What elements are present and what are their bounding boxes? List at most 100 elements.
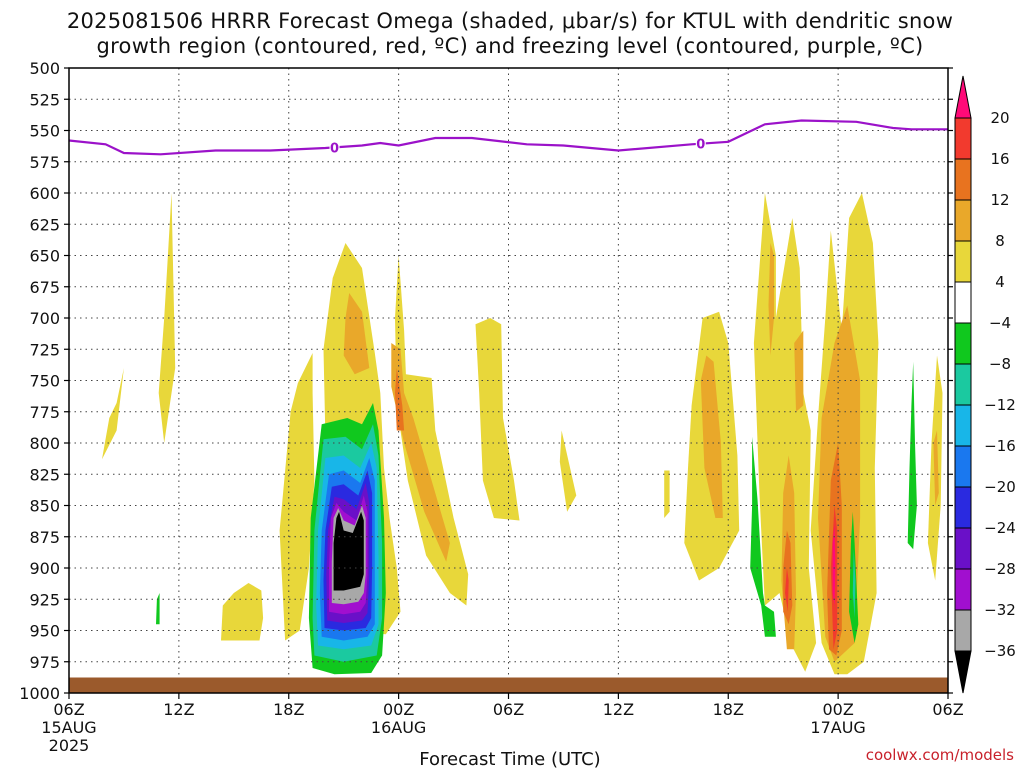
x-tick-label-0: 06Z <box>53 700 84 719</box>
omega-region-1 <box>158 193 176 443</box>
colorbar-swatch-4 <box>954 281 972 324</box>
colorbar-swatch-2 <box>954 199 972 242</box>
y-tick-label-950: 950 <box>29 622 60 641</box>
y-tick-label-825: 825 <box>29 465 60 484</box>
x-tick-label-48: 06Z <box>932 700 963 719</box>
colorbar-label-11: −28 <box>984 560 1016 578</box>
x-tick-label-30: 12Z <box>603 700 634 719</box>
omega-region-5 <box>395 255 469 606</box>
x-tick-label-36: 18Z <box>713 700 744 719</box>
omega-region-40 <box>333 511 364 591</box>
omega-region-18 <box>794 330 804 412</box>
freezing-level-label-0: 0 <box>330 141 339 156</box>
colorbar-swatch-9 <box>954 486 972 529</box>
omega-region-13 <box>343 293 370 375</box>
y-axis: 500 525 550 575 600 625 650 675 700 725 750 775 800 8… <box>19 59 953 703</box>
omega-region-0 <box>102 368 124 460</box>
chart-subtitle: growth region (contoured, red, ºC) and f… <box>96 34 923 58</box>
x-tick-date-18: 16AUG <box>371 718 426 737</box>
x-tick-year-0: 2025 <box>49 736 90 755</box>
x-tick-label-12: 18Z <box>273 700 304 719</box>
omega-region-8 <box>664 470 670 518</box>
colorbar-label-6: −8 <box>989 355 1011 373</box>
y-tick-label-725: 725 <box>29 340 60 359</box>
omega-region-26 <box>832 524 836 606</box>
x-tick-label-42: 00Z <box>822 700 853 719</box>
y-tick-label-925: 925 <box>29 590 60 609</box>
y-tick-label-525: 525 <box>29 90 60 109</box>
y-tick-label-875: 875 <box>29 528 60 547</box>
colorbar-label-12: −32 <box>984 601 1016 619</box>
colorbar-label-0: 20 <box>990 109 1009 127</box>
y-tick-label-550: 550 <box>29 122 60 141</box>
y-tick-label-1000: 1000 <box>19 684 60 703</box>
colorbar-label-2: 12 <box>990 191 1009 209</box>
chart-title: 2025081506 HRRR Forecast Omega (shaded, … <box>67 9 953 33</box>
y-tick-label-900: 900 <box>29 559 60 578</box>
omega-region-2 <box>221 583 264 641</box>
grid-lines <box>69 68 948 693</box>
credit-text: coolwx.com/models <box>866 746 1014 764</box>
omega-region-33 <box>852 549 856 618</box>
y-tick-label-750: 750 <box>29 372 60 391</box>
omega-region-15 <box>700 355 723 518</box>
y-tick-label-775: 775 <box>29 403 60 422</box>
omega-region-24 <box>785 568 789 612</box>
colorbar-label-1: 16 <box>990 150 1009 168</box>
omega-region-7 <box>559 430 577 512</box>
x-tick-label-6: 12Z <box>163 700 194 719</box>
y-tick-label-575: 575 <box>29 153 60 172</box>
colorbar-label-10: −24 <box>984 519 1016 537</box>
colorbar-swatch-12 <box>954 609 972 652</box>
x-tick-date-0: 15AUG <box>41 718 96 737</box>
x-tick-label-18: 00Z <box>383 700 414 719</box>
colorbar-swatch-7 <box>954 404 972 447</box>
colorbar-label-8: −16 <box>984 437 1016 455</box>
freezing-level-line <box>68 119 948 156</box>
omega-shading <box>102 193 943 675</box>
x-axis-label: Forecast Time (UTC) <box>419 749 600 768</box>
y-tick-label-650: 650 <box>29 247 60 266</box>
omega-region-16 <box>768 243 774 356</box>
colorbar-swatch-0 <box>954 117 972 160</box>
colorbar-label-13: −36 <box>984 642 1016 660</box>
ground-surface <box>69 677 948 693</box>
y-tick-label-700: 700 <box>29 309 60 328</box>
freezing-level-label-bg-1 <box>695 135 706 151</box>
y-tick-label-800: 800 <box>29 434 60 453</box>
omega-region-21 <box>395 368 405 431</box>
y-tick-label-675: 675 <box>29 278 60 297</box>
x-tick-label-24: 06Z <box>493 700 524 719</box>
freezing-level-label-1: 0 <box>696 138 705 153</box>
omega-region-3 <box>279 353 315 641</box>
y-tick-label-850: 850 <box>29 497 60 516</box>
omega-region-27 <box>156 593 160 625</box>
colorbar-label-9: −20 <box>984 478 1016 496</box>
y-tick-label-975: 975 <box>29 653 60 672</box>
omega-region-30 <box>907 361 917 550</box>
colorbar-swatch-5 <box>954 322 972 365</box>
y-tick-label-600: 600 <box>29 184 60 203</box>
colorbar-label-7: −12 <box>984 396 1016 414</box>
colorbar-cap-top <box>954 75 972 119</box>
colorbar-swatch-6 <box>954 363 972 406</box>
colorbar-label-3: 8 <box>995 232 1005 250</box>
y-tick-label-625: 625 <box>29 215 60 234</box>
colorbar-swatch-10 <box>954 527 972 570</box>
omega-region-6 <box>475 318 520 521</box>
freezing-level-label-bg-0 <box>329 139 340 155</box>
omega-region-20 <box>933 430 939 506</box>
colorbar: 20 16 12 8 4 −4 −8 −12 −16 −20 −24 −28 −32 −36 <box>954 75 1016 694</box>
omega-region-28 <box>750 436 776 637</box>
colorbar-cap-bottom <box>954 650 972 694</box>
omega-region-14 <box>391 343 450 562</box>
colorbar-swatch-11 <box>954 568 972 611</box>
colorbar-swatch-3 <box>954 240 972 283</box>
colorbar-swatch-1 <box>954 158 972 201</box>
colorbar-label-5: −4 <box>989 314 1011 332</box>
y-tick-label-500: 500 <box>29 59 60 78</box>
colorbar-label-4: 4 <box>995 273 1005 291</box>
colorbar-swatch-8 <box>954 445 972 488</box>
